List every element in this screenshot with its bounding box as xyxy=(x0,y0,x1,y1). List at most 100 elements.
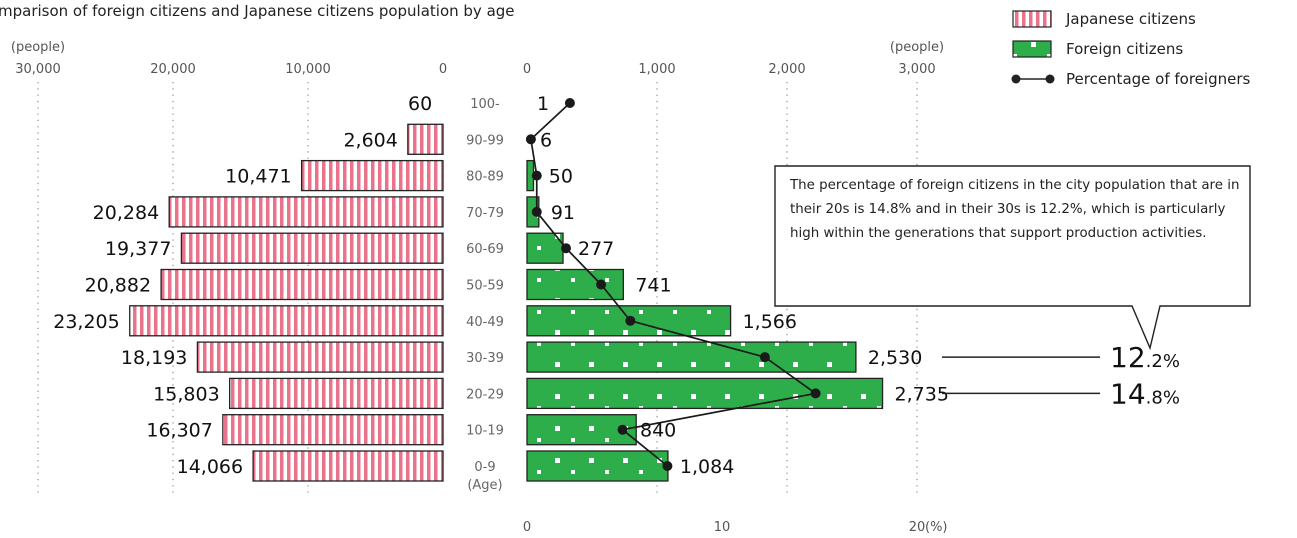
highlight-percentage: 14.8% xyxy=(1110,377,1180,410)
japanese-bar xyxy=(160,268,444,301)
percentage-point xyxy=(525,134,536,145)
highlight-decimal: .2% xyxy=(1146,351,1180,372)
foreign-value-label: 840 xyxy=(640,420,676,442)
percentage-point xyxy=(625,315,636,326)
age-label: 40-49 xyxy=(466,315,504,330)
foreign-value-label: 6 xyxy=(540,129,552,151)
foreign-value-label: 1,566 xyxy=(743,311,797,333)
right-tick-label: 0 xyxy=(523,62,531,77)
japanese-bar xyxy=(222,414,444,446)
japanese-value-label: 14,066 xyxy=(177,456,243,478)
legend-label-foreign: Foreign citizens xyxy=(1066,40,1184,58)
foreign-bar xyxy=(526,377,884,410)
age-label: 90-99 xyxy=(466,133,504,148)
left-tick-label: 10,000 xyxy=(285,62,331,77)
left-tick-label: 20,000 xyxy=(150,62,196,77)
right-unit-label: (people) xyxy=(890,40,944,55)
legend-swatch-dot xyxy=(1045,74,1055,84)
legend-label-percentage: Percentage of foreigners xyxy=(1066,70,1251,88)
left-tick-label: 0 xyxy=(439,62,447,77)
japanese-bar xyxy=(196,341,444,373)
callout-text: The percentage of foreign citizens in th… xyxy=(790,178,1240,241)
highlight-decimal: .8% xyxy=(1146,387,1180,408)
legend-item-percentage: Percentage of foreigners xyxy=(1012,68,1250,90)
age-label: 0-9 xyxy=(474,460,495,475)
japanese-value-label: 2,604 xyxy=(343,129,397,151)
foreign-value-label: 1,084 xyxy=(680,456,734,478)
age-label: 30-39 xyxy=(466,351,504,366)
age-label: 70-79 xyxy=(466,206,504,221)
legend-swatch-dot xyxy=(1011,74,1021,84)
percent-tick-label: 20 xyxy=(909,520,926,535)
japanese-value-label: 19,377 xyxy=(105,238,171,260)
japanese-bar xyxy=(229,377,444,410)
japanese-value-label: 20,284 xyxy=(93,202,159,224)
japanese-value-label: 20,882 xyxy=(85,275,151,297)
age-label: 100- xyxy=(470,97,500,112)
highlight-percentages: 12.2%14.8% xyxy=(942,341,1180,410)
highlight-integer: 12 xyxy=(1110,341,1146,374)
japanese-bar xyxy=(168,196,444,228)
percent-unit-label: (%) xyxy=(925,520,948,535)
japanese-value-label: 23,205 xyxy=(53,311,119,333)
legend-swatch-japanese xyxy=(1012,10,1052,28)
foreign-bar xyxy=(526,450,669,482)
highlight-percentage: 12.2% xyxy=(1110,341,1180,374)
foreign-value-label: 1 xyxy=(537,93,549,115)
japanese-value-label: 10,471 xyxy=(225,166,291,188)
japanese-value-label: 60 xyxy=(408,93,432,115)
age-label: 80-89 xyxy=(466,170,504,185)
legend-swatch-foreign xyxy=(1012,40,1052,58)
age-label: 50-59 xyxy=(466,279,504,294)
callout-box xyxy=(774,165,1251,351)
japanese-value-label: 15,803 xyxy=(153,383,219,405)
highlight-integer: 14 xyxy=(1110,377,1146,410)
percentage-point xyxy=(531,170,542,181)
foreign-value-label: 2,735 xyxy=(895,383,949,405)
left-tick-label: 30,000 xyxy=(15,62,61,77)
foreign-value-label: 91 xyxy=(551,202,575,224)
right-tick-label: 1,000 xyxy=(638,62,675,77)
percentage-point xyxy=(810,388,821,399)
percentage-point xyxy=(759,352,770,363)
percentage-point xyxy=(561,243,571,254)
foreign-bar xyxy=(526,341,857,373)
percentage-point xyxy=(564,98,575,108)
percentage-point xyxy=(617,424,628,435)
japanese-bar xyxy=(129,305,444,337)
japanese-bar xyxy=(407,123,444,155)
right-tick-label: 3,000 xyxy=(898,62,935,77)
left-unit-label: (people) xyxy=(11,40,65,55)
percentage-point xyxy=(596,279,607,290)
japanese-bar xyxy=(180,232,444,264)
japanese-bar xyxy=(300,159,444,192)
foreign-bar xyxy=(526,268,624,301)
age-unit-label: (Age) xyxy=(467,478,502,493)
foreign-value-label: 50 xyxy=(549,166,573,188)
foreign-value-label: 741 xyxy=(635,275,671,297)
foreign-value-label: 2,530 xyxy=(868,347,922,369)
callout-bubble xyxy=(774,165,1251,351)
legend-swatches xyxy=(1011,10,1055,84)
chart-title: mparison of foreign citizens and Japanes… xyxy=(0,2,515,20)
age-categories: 100- 90-99 80-89 70-79 60-69 50-59 40-49 30-39 2… xyxy=(466,97,504,493)
foreign-bars xyxy=(526,159,884,482)
age-label: 60-69 xyxy=(466,242,504,257)
percentage-point xyxy=(531,206,542,217)
percent-tick-label: 10 xyxy=(714,520,731,535)
age-label: 20-29 xyxy=(466,387,504,402)
japanese-bar xyxy=(252,450,444,482)
axis-ticks: 30,000 20,000 10,000 0 (people) 0 1,000 2,000 3,… xyxy=(11,40,948,535)
percentage-point xyxy=(662,461,673,471)
legend-item-japanese: Japanese citizens xyxy=(1012,8,1196,30)
percent-tick-label: 0 xyxy=(523,520,531,535)
legend-item-foreign: Foreign citizens xyxy=(1012,38,1183,60)
right-tick-label: 2,000 xyxy=(768,62,805,77)
foreign-value-label: 277 xyxy=(578,238,614,260)
japanese-bars: 60 2,604 10,471 20,284 19,377 20,882 23,20518,… xyxy=(53,93,444,482)
japanese-value-label: 18,193 xyxy=(121,347,187,369)
japanese-value-label: 16,307 xyxy=(146,420,212,442)
legend-label-japanese: Japanese citizens xyxy=(1066,10,1196,28)
